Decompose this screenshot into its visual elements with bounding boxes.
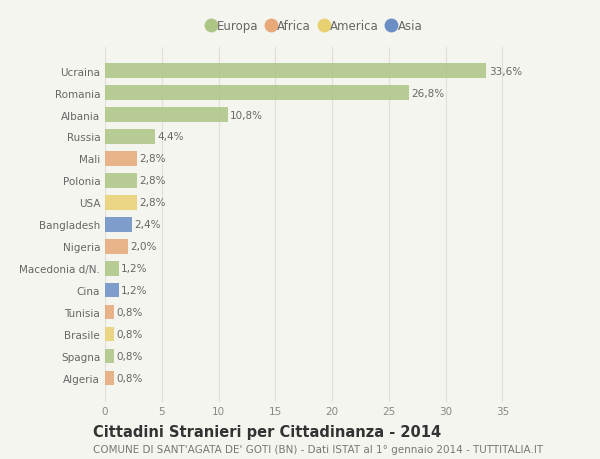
Legend: Europa, Africa, America, Asia: Europa, Africa, America, Asia	[203, 15, 427, 38]
Text: 10,8%: 10,8%	[230, 110, 263, 120]
Bar	[105, 86, 409, 101]
Bar	[105, 349, 114, 364]
Text: 0,8%: 0,8%	[116, 330, 143, 340]
Bar	[105, 174, 137, 188]
Bar	[105, 306, 114, 320]
Bar	[105, 284, 119, 298]
Text: 1,2%: 1,2%	[121, 285, 148, 296]
Text: 0,8%: 0,8%	[116, 308, 143, 318]
Text: 33,6%: 33,6%	[488, 67, 522, 76]
Bar	[105, 262, 119, 276]
Text: 2,4%: 2,4%	[134, 220, 161, 230]
Text: Cittadini Stranieri per Cittadinanza - 2014: Cittadini Stranieri per Cittadinanza - 2…	[93, 425, 441, 440]
Text: 26,8%: 26,8%	[412, 88, 445, 98]
Bar	[105, 240, 128, 254]
Text: 4,4%: 4,4%	[157, 132, 184, 142]
Text: 2,8%: 2,8%	[139, 176, 166, 186]
Bar	[105, 371, 114, 386]
Bar	[105, 196, 137, 210]
Text: COMUNE DI SANT'AGATA DE' GOTI (BN) - Dati ISTAT al 1° gennaio 2014 - TUTTITALIA.: COMUNE DI SANT'AGATA DE' GOTI (BN) - Dat…	[93, 444, 543, 454]
Bar	[105, 218, 132, 232]
Text: 0,8%: 0,8%	[116, 352, 143, 362]
Bar	[105, 130, 155, 144]
Text: 2,0%: 2,0%	[130, 242, 157, 252]
Bar	[105, 152, 137, 166]
Bar	[105, 108, 227, 123]
Text: 1,2%: 1,2%	[121, 264, 148, 274]
Bar	[105, 64, 487, 78]
Text: 2,8%: 2,8%	[139, 198, 166, 208]
Bar	[105, 327, 114, 341]
Text: 0,8%: 0,8%	[116, 374, 143, 383]
Text: 2,8%: 2,8%	[139, 154, 166, 164]
